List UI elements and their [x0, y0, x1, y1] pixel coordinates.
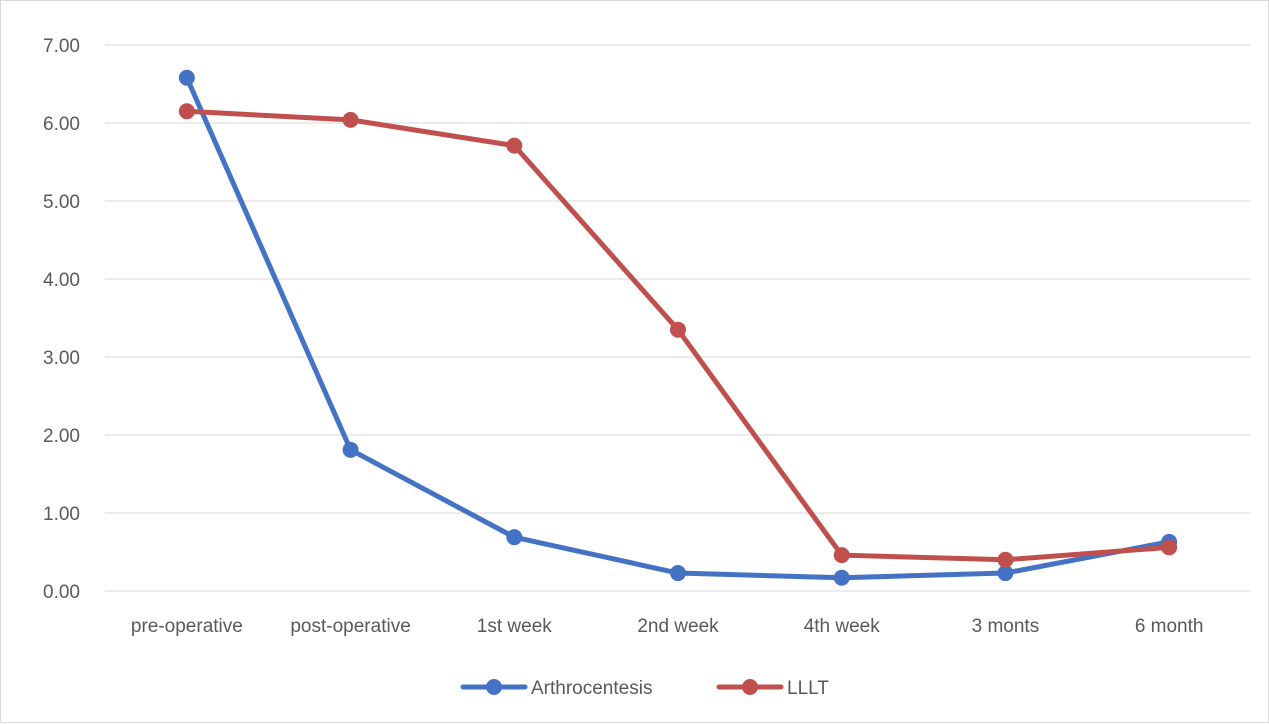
- legend-marker: [742, 679, 758, 695]
- y-tick-label: 5.00: [43, 192, 80, 213]
- gridlines: [105, 44, 1251, 592]
- series-lines: [178, 69, 1178, 586]
- legend-entry: LLLT: [716, 678, 829, 699]
- x-tick-label: pre-operative: [131, 616, 243, 637]
- data-point: [342, 441, 359, 458]
- x-tick-label: 2nd week: [637, 616, 719, 637]
- data-point: [833, 569, 850, 586]
- x-axis-tick-labels: pre-operative post-operative 1st week 2nd w…: [131, 616, 1204, 637]
- legend-entry: Arthrocentesis: [460, 678, 652, 699]
- y-tick-label: 1.00: [43, 504, 80, 525]
- x-tick-label: 1st week: [477, 616, 552, 637]
- legend-label: Arthrocentesis: [531, 678, 652, 699]
- data-point: [1161, 539, 1178, 556]
- data-point: [997, 565, 1014, 582]
- y-tick-label: 3.00: [43, 348, 80, 369]
- data-point: [178, 69, 195, 86]
- y-tick-label: 7.00: [43, 36, 80, 57]
- y-tick-label: 2.00: [43, 426, 80, 447]
- data-point: [178, 103, 195, 120]
- data-point: [833, 547, 850, 564]
- series-lllt: [178, 103, 1178, 568]
- data-point: [506, 137, 523, 154]
- data-point: [670, 321, 686, 338]
- x-tick-label: 3 monts: [972, 616, 1040, 637]
- legend: Arthrocentesis LLLT: [460, 678, 829, 699]
- series-arthrocentesis: [178, 69, 1178, 586]
- x-tick-label: post-operative: [290, 616, 410, 637]
- legend-label: LLLT: [787, 678, 829, 699]
- data-point: [342, 111, 359, 128]
- x-tick-label: 4th week: [804, 616, 881, 637]
- data-point: [670, 565, 686, 582]
- legend-marker: [486, 679, 502, 695]
- y-tick-label: 4.00: [43, 270, 80, 291]
- y-tick-label: 0.00: [43, 582, 80, 603]
- data-point: [506, 529, 523, 546]
- data-point: [997, 551, 1014, 568]
- y-tick-label: 6.00: [43, 114, 80, 135]
- x-tick-label: 6 month: [1135, 616, 1204, 637]
- y-axis-tick-labels: 0.00 1.00 2.00 3.00 4.00 5.00 6.00 7.00: [43, 36, 80, 603]
